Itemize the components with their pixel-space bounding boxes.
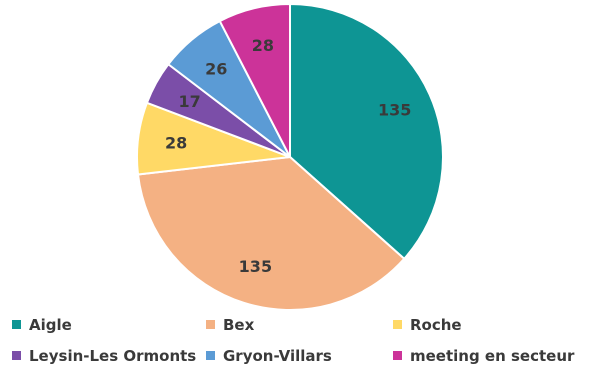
legend-item-meeting-en-secteur: meeting en secteur: [393, 347, 575, 365]
legend-item-leysin-les-ormonts: Leysin-Les Ormonts: [12, 347, 196, 365]
data-label-leysin-les-ormonts: 17: [179, 92, 201, 111]
legend-swatch-meeting-en-secteur: [393, 351, 402, 360]
data-label-roche: 28: [165, 133, 187, 152]
pie-slices: [136, 2, 444, 311]
legend-label-aigle: Aigle: [29, 316, 72, 334]
legend-item-roche: Roche: [393, 316, 462, 334]
data-label-aigle: 135: [378, 101, 411, 120]
legend-swatch-bex: [206, 320, 215, 329]
legend-swatch-gryon-villars: [206, 351, 215, 360]
legend-swatch-aigle: [12, 320, 21, 329]
data-label-bex: 135: [239, 257, 272, 276]
legend-item-aigle: Aigle: [12, 316, 72, 334]
data-label-meeting-en-secteur: 28: [252, 36, 274, 55]
pie-slice-bex: [136, 155, 406, 311]
data-label-gryon-villars: 26: [205, 60, 227, 79]
legend-label-gryon-villars: Gryon-Villars: [223, 347, 332, 365]
legend-label-roche: Roche: [410, 316, 462, 334]
legend-label-bex: Bex: [223, 316, 255, 334]
pie-slice-meeting-en-secteur: [218, 2, 291, 158]
legend-item-bex: Bex: [206, 316, 255, 334]
legend-item-gryon-villars: Gryon-Villars: [206, 347, 332, 365]
legend-label-meeting-en-secteur: meeting en secteur: [410, 347, 575, 365]
pie-slice-aigle: [289, 2, 444, 261]
legend-swatch-leysin-les-ormonts: [12, 351, 21, 360]
legend: Aigle Bex Roche Leysin-Les Ormonts Gryon-Vil…: [12, 316, 575, 365]
legend-swatch-roche: [393, 320, 402, 329]
legend-label-leysin-les-ormonts: Leysin-Les Ormonts: [29, 347, 196, 365]
